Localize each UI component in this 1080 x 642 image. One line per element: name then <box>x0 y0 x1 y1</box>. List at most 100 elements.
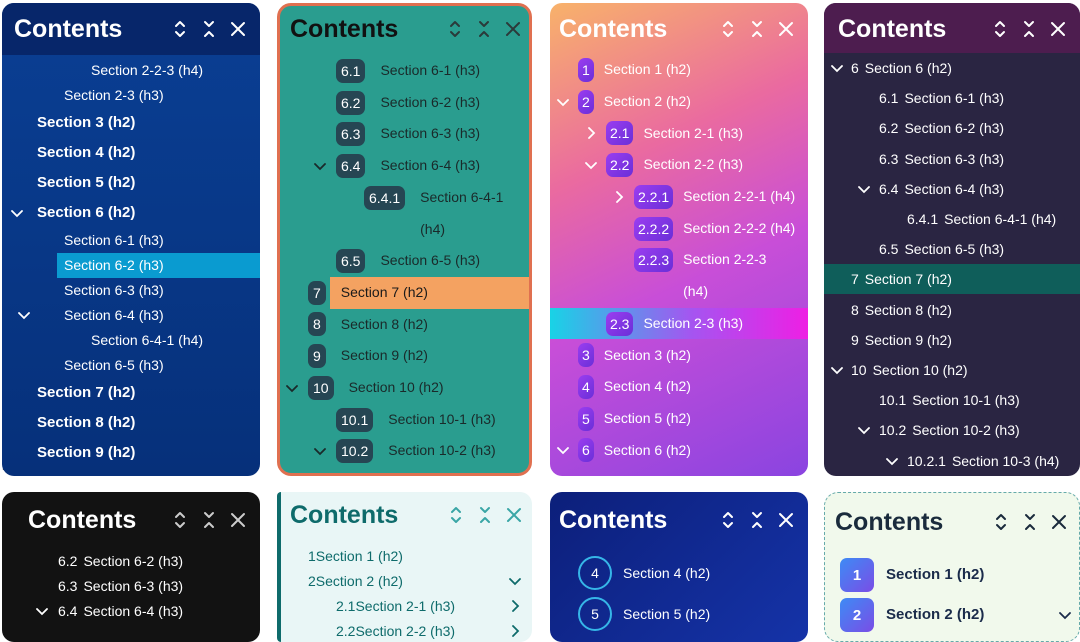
expand-all-button[interactable] <box>724 22 732 36</box>
collapse-all-button[interactable] <box>205 513 213 527</box>
expand-all-button[interactable] <box>451 22 459 36</box>
toc-item[interactable]: Section 5 (h2) <box>2 168 260 198</box>
toc-item[interactable]: Section 6-4-1 (h4) <box>2 328 260 353</box>
collapse-all-button[interactable] <box>205 22 213 36</box>
expand-all-button[interactable] <box>176 513 184 527</box>
toc-item[interactable]: Section 2-2-3 (h4) <box>2 58 260 83</box>
collapse-all-button[interactable] <box>480 22 488 36</box>
chevron-down[interactable] <box>509 575 521 587</box>
expand-all-button[interactable] <box>452 508 460 522</box>
close-button[interactable] <box>507 23 519 35</box>
chevron-right[interactable] <box>585 127 597 139</box>
toc-item[interactable]: Section 8 (h2) <box>2 408 260 438</box>
toc-item[interactable]: Section 6-5 (h3) <box>2 353 260 378</box>
chevron-down[interactable] <box>18 309 30 321</box>
collapse-all-button[interactable] <box>1025 22 1033 36</box>
collapse-all-button[interactable] <box>481 508 489 522</box>
collapse-all-button[interactable] <box>753 22 761 36</box>
chevron-down[interactable] <box>314 160 326 172</box>
chevron-down[interactable] <box>286 382 298 394</box>
expand-all-button[interactable] <box>724 513 732 527</box>
toc-item[interactable]: Section 3 (h2) <box>2 108 260 138</box>
chevron-down[interactable] <box>585 159 597 171</box>
close-button[interactable] <box>508 509 520 521</box>
toc-item[interactable]: Section 6-4 (h3) <box>2 303 260 328</box>
chevron-right[interactable] <box>509 600 521 612</box>
expand-all-button[interactable] <box>176 22 184 36</box>
toc-item[interactable]: Section 7 (h2) <box>2 378 260 408</box>
chevron-right[interactable] <box>509 625 521 637</box>
chevron-down[interactable] <box>831 62 843 74</box>
toc-item[interactable]: Section 6 (h2) <box>2 198 260 228</box>
chevron-down[interactable] <box>858 424 870 436</box>
collapse-all-button[interactable] <box>1026 515 1034 529</box>
chevron-down[interactable] <box>11 207 23 219</box>
toc-item[interactable]: Section 9 (h2) <box>2 438 260 468</box>
chevron-down[interactable] <box>831 364 843 376</box>
chevron-down[interactable] <box>36 605 48 617</box>
close-button[interactable] <box>232 23 244 35</box>
chevron-down[interactable] <box>314 445 326 457</box>
close-button[interactable] <box>1053 516 1065 528</box>
chevron-down[interactable] <box>886 455 898 467</box>
close-button[interactable] <box>780 23 792 35</box>
toc-item[interactable]: Section 6-1 (h3) <box>2 228 260 253</box>
collapse-all-button[interactable] <box>753 513 761 527</box>
chevron-down[interactable] <box>557 96 569 108</box>
chevron-down[interactable] <box>1059 609 1071 621</box>
toc-item[interactable]: Section 6-2 (h3) <box>2 253 260 278</box>
close-button[interactable] <box>1052 23 1064 35</box>
expand-all-button[interactable] <box>997 515 1005 529</box>
close-button[interactable] <box>232 514 244 526</box>
chevron-down[interactable] <box>557 444 569 456</box>
close-button[interactable] <box>780 514 792 526</box>
expand-all-button[interactable] <box>996 22 1004 36</box>
toc-item[interactable]: Section 2-3 (h3) <box>2 83 260 108</box>
